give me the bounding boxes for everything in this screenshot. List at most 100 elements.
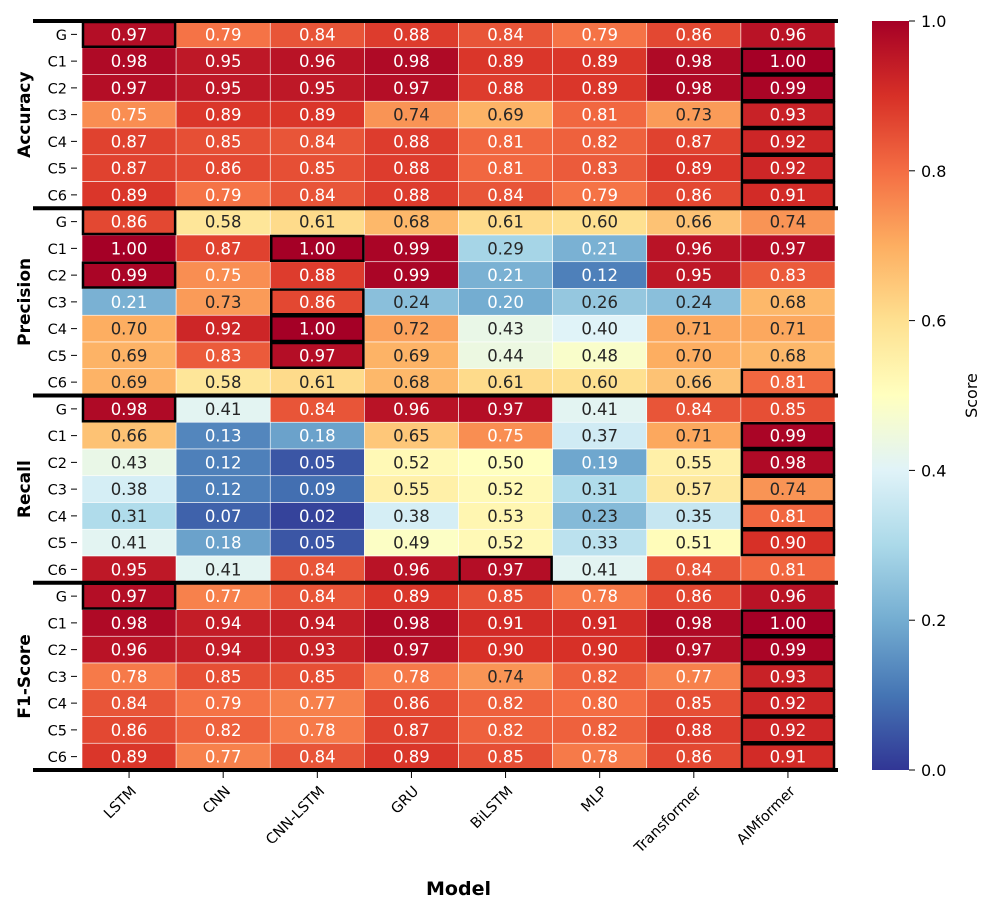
row-tick-label: C2 (48, 269, 67, 285)
row-tick-label: C4 (48, 697, 67, 713)
cell-value-label: 0.92 (770, 694, 807, 713)
heatmap-cell (646, 261, 742, 289)
row-tick-label: C3 (48, 295, 67, 311)
cell-value-label: 0.18 (299, 427, 336, 446)
cell-value-label: 0.89 (581, 52, 618, 71)
cell-value-label: 0.85 (487, 587, 524, 606)
cell-value-label: 0.85 (205, 132, 242, 151)
heatmap-cell (740, 234, 836, 263)
cell-value-label: 0.79 (205, 25, 242, 44)
cell-value-label: 0.99 (770, 79, 807, 98)
heatmap-cell (458, 207, 553, 236)
cell-value-label: 0.85 (770, 400, 807, 419)
heatmap-cell (458, 448, 553, 477)
heatmap-cell (552, 716, 648, 744)
cell-value-label: 0.74 (487, 667, 524, 686)
heatmap-cell (458, 662, 553, 691)
heatmap-cell (364, 662, 459, 691)
cell-value-label: 0.86 (675, 748, 712, 767)
cell-value-label: 0.41 (581, 400, 618, 419)
cell-value-label: 0.98 (675, 52, 712, 71)
row-tick-label: C1 (48, 55, 67, 71)
cell-value-label: 0.89 (205, 106, 242, 125)
heatmap-cell (740, 207, 836, 236)
cell-value-label: 0.35 (675, 507, 712, 526)
heatmap-cell (81, 74, 177, 102)
row-tick-label: C2 (48, 456, 67, 472)
cell-value-label: 0.75 (205, 266, 242, 285)
heatmap-cell (740, 314, 836, 343)
heatmap-cell (364, 207, 459, 236)
cell-value-label: 0.41 (111, 534, 148, 553)
heatmap-cell (269, 234, 365, 263)
cell-value-label: 0.81 (770, 373, 807, 392)
cell-value-label: 0.89 (111, 748, 148, 767)
heatmap-cell (458, 582, 553, 610)
cell-value-label: 0.48 (581, 346, 618, 365)
cell-value-label: 0.05 (299, 534, 336, 553)
cell-value-label: 0.86 (111, 721, 148, 740)
heatmap-cell (269, 555, 365, 584)
cell-value-label: 0.96 (770, 587, 807, 606)
heatmap-cell (175, 234, 271, 263)
best-value-highlight (740, 689, 836, 717)
heatmap-cell (175, 127, 271, 156)
cell-value-label: 0.98 (111, 400, 148, 419)
column-tick-label: GRU (388, 784, 422, 818)
cell-value-label: 0.79 (581, 186, 618, 205)
cell-value-label: 0.92 (770, 721, 807, 740)
heatmap-cell (364, 314, 459, 343)
heatmap-cell (552, 314, 648, 343)
metric-group-label: Recall (15, 460, 35, 518)
cell-value-label: 0.74 (770, 213, 807, 232)
heatmap-cell (740, 74, 836, 102)
cell-value-label: 0.13 (205, 427, 242, 446)
cell-value-label: 0.82 (581, 721, 618, 740)
cell-value-label: 0.97 (111, 25, 148, 44)
metric-group-label: Precision (15, 258, 35, 346)
cell-value-label: 0.89 (299, 106, 336, 125)
heatmap-cell (552, 635, 648, 664)
heatmap-cell (458, 609, 553, 637)
row-tick-label: C4 (48, 135, 67, 151)
cell-value-label: 0.53 (487, 507, 524, 526)
heatmap-cell (458, 100, 553, 129)
cell-value-label: 0.82 (487, 721, 524, 740)
heatmap-cell (458, 154, 553, 182)
cell-value-label: 0.78 (581, 587, 618, 606)
cell-value-label: 0.97 (487, 400, 524, 419)
heatmap-cell (552, 74, 648, 102)
heatmap-cell (646, 127, 742, 156)
cell-value-label: 1.00 (111, 239, 148, 258)
heatmap-cell (364, 582, 459, 610)
heatmap-cell (552, 421, 648, 450)
cell-value-label: 0.99 (770, 427, 807, 446)
cell-value-label: 0.43 (487, 320, 524, 339)
heatmap-cell (81, 555, 177, 584)
heatmap-cell (364, 475, 459, 503)
row-tick-label: C5 (48, 536, 67, 552)
heatmap-cell (269, 368, 365, 396)
cell-value-label: 0.69 (393, 346, 430, 365)
cell-value-label: 0.70 (675, 346, 712, 365)
best-value-highlight (270, 341, 365, 369)
colorbar-tick-label: 0.2 (921, 611, 946, 630)
cell-value-label: 0.96 (393, 400, 430, 419)
best-value-highlight (740, 529, 836, 557)
cell-value-label: 0.91 (487, 614, 524, 633)
cell-value-label: 0.69 (111, 373, 148, 392)
cell-value-label: 0.82 (487, 694, 524, 713)
heatmap-cell (269, 635, 365, 664)
cell-value-label: 0.74 (393, 106, 430, 125)
heatmap-cell (740, 395, 836, 423)
cell-value-label: 0.84 (487, 186, 524, 205)
cell-value-label: 0.71 (675, 320, 712, 339)
cell-value-label: 0.02 (299, 507, 336, 526)
cell-value-label: 0.52 (487, 480, 524, 499)
heatmap-cell (740, 555, 836, 584)
cell-value-label: 0.58 (205, 373, 242, 392)
heatmap-cell (552, 502, 648, 530)
cell-value-label: 0.87 (393, 721, 430, 740)
heatmap-cell (552, 261, 648, 289)
